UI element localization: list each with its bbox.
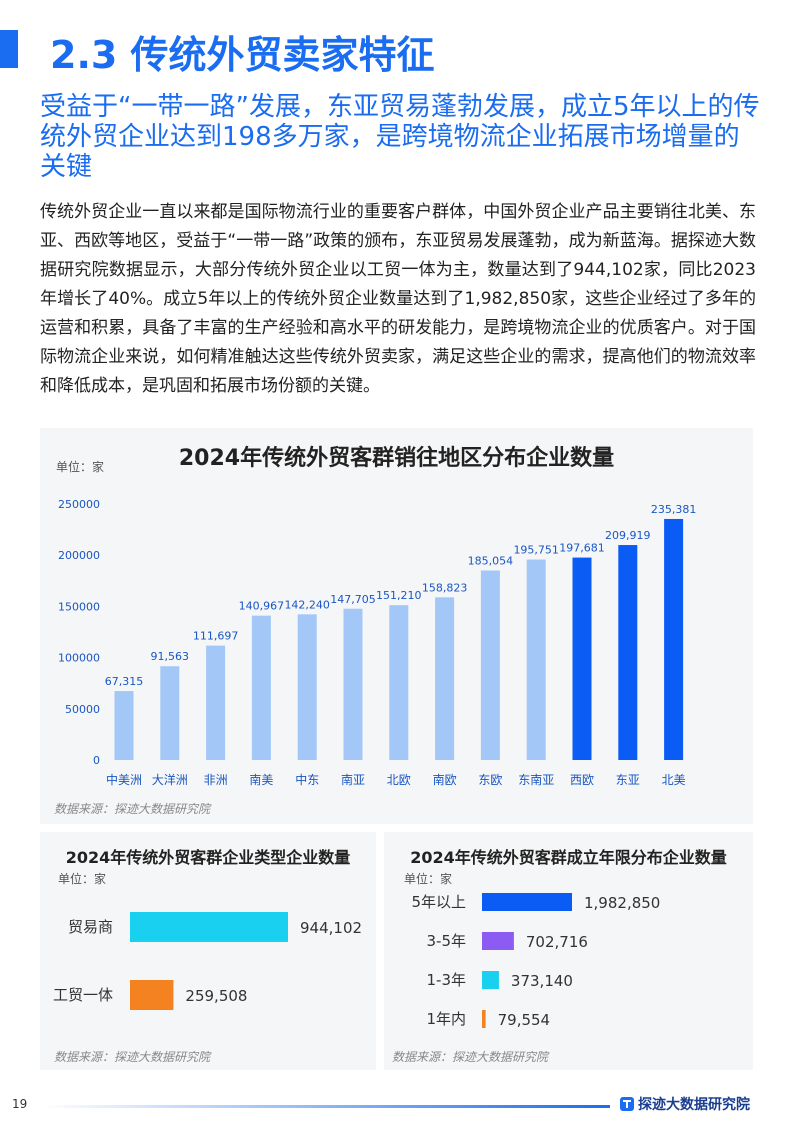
x-tick-label: 北美 (662, 773, 686, 787)
x-tick-label: 西欧 (570, 773, 594, 787)
y-tick-label: 250000 (58, 498, 100, 511)
bar (526, 559, 546, 760)
data-label: 209,919 (605, 529, 651, 542)
category-label: 1年内 (426, 1010, 466, 1028)
category-label: 工贸一体 (53, 986, 113, 1004)
category-label: 贸易商 (68, 918, 113, 936)
data-label: 259,508 (185, 987, 247, 1005)
bar (435, 597, 455, 760)
data-label: 1,982,850 (584, 894, 660, 912)
bar (389, 605, 409, 760)
type-chart-unit: 单位：家 (58, 872, 107, 886)
x-tick-label: 南亚 (341, 772, 365, 787)
bar (482, 893, 572, 911)
bar (482, 971, 499, 989)
body-paragraph: 传统外贸企业一直以来都是国际物流行业的重要客户群体，中国外贸企业产品主要销往北美… (40, 202, 756, 396)
category-label: 3-5年 (427, 932, 467, 950)
bar (130, 912, 288, 942)
x-tick-label: 东南亚 (518, 772, 554, 787)
x-tick-label: 中美洲 (106, 772, 142, 787)
y-tick-label: 150000 (58, 600, 100, 613)
type-chart: 贸易商 944,102 工贸一体 259,508 (53, 912, 362, 1010)
bar (572, 557, 592, 760)
type-chart-source: 数据来源：探迹大数据研究院 (54, 1050, 211, 1064)
bar (297, 614, 317, 760)
y-tick-label: 200000 (58, 549, 100, 562)
data-label: 151,210 (376, 589, 422, 602)
data-label: 944,102 (300, 919, 362, 937)
data-label: 702,716 (526, 933, 588, 951)
footer-logo-text: 探迹大数据研究院 (638, 1097, 750, 1113)
x-tick-label: 大洋洲 (152, 772, 188, 787)
bar (251, 615, 271, 760)
bar (618, 545, 638, 760)
x-tick-label: 东亚 (616, 773, 640, 787)
section-title: 2.3 传统外贸卖家特征 (50, 33, 435, 77)
category-label: 5年以上 (411, 893, 466, 911)
data-label: 185,054 (468, 555, 514, 568)
data-label: 373,140 (511, 972, 573, 990)
data-label: 147,705 (330, 593, 376, 606)
x-tick-label: 东欧 (478, 773, 502, 787)
age-chart-source: 数据来源：探迹大数据研究院 (392, 1050, 549, 1064)
footer-divider (40, 1105, 610, 1108)
data-label: 67,315 (105, 675, 144, 688)
x-tick-label: 北欧 (387, 773, 411, 787)
data-label: 142,240 (284, 598, 330, 611)
age-chart-unit: 单位：家 (404, 872, 453, 886)
data-label: 195,751 (513, 544, 559, 557)
bar (482, 1010, 486, 1028)
section-accent-bar (0, 30, 18, 68)
data-label: 197,681 (559, 542, 605, 555)
bar (206, 645, 226, 760)
data-label: 111,697 (193, 630, 239, 643)
data-label: 79,554 (498, 1011, 551, 1029)
type-chart-title: 2024年传统外贸客群企业类型企业数量 (65, 848, 351, 867)
bar (480, 570, 500, 760)
age-chart-title: 2024年传统外贸客群成立年限分布企业数量 (410, 848, 727, 867)
region-chart-unit: 单位：家 (56, 460, 105, 474)
age-chart: 5年以上 1,982,850 3-5年 702,716 1-3年 373,140 1年内 79… (411, 893, 660, 1029)
bar (343, 608, 363, 760)
section-subhead: 受益于“一带一路”发展，东亚贸易蓬勃发展，成立5年以上的传统外贸企业达到198多… (40, 92, 760, 182)
region-chart: 0 50000 100000 150000 200000 250000 67,315 中美洲 9… (58, 498, 697, 787)
brand-logo-icon (620, 1097, 634, 1111)
region-chart-panel: 2024年传统外贸客群销往地区分布企业数量 单位：家 0 50000 100000 1… (40, 428, 753, 824)
age-chart-panel: 2024年传统外贸客群成立年限分布企业数量 单位：家 5年以上 1,982,850… (384, 832, 753, 1070)
category-label: 1-3年 (427, 971, 467, 989)
footer-logo: 探迹大数据研究院 (620, 1094, 750, 1114)
region-chart-source: 数据来源：探迹大数据研究院 (54, 802, 211, 816)
data-label: 235,381 (651, 503, 697, 516)
x-tick-label: 南欧 (433, 772, 457, 787)
x-tick-label: 南美 (249, 772, 273, 787)
bar (482, 932, 514, 950)
region-chart-title: 2024年传统外贸客群销往地区分布企业数量 (178, 446, 615, 471)
type-chart-panel: 2024年传统外贸客群企业类型企业数量 单位：家 贸易商 944,102 工贸一体 2… (40, 832, 376, 1070)
data-label: 140,967 (239, 600, 285, 613)
data-label: 91,563 (151, 650, 190, 663)
x-tick-label: 非洲 (204, 773, 228, 787)
bar (664, 518, 684, 760)
y-tick-label: 50000 (65, 703, 100, 716)
bar (160, 666, 180, 760)
y-tick-label: 100000 (58, 652, 100, 665)
y-tick-label: 0 (93, 754, 100, 767)
data-label: 158,823 (422, 581, 468, 594)
bar (130, 980, 174, 1010)
page-number: 19 (12, 1097, 28, 1111)
bar (114, 691, 134, 760)
x-tick-label: 中东 (295, 772, 319, 787)
